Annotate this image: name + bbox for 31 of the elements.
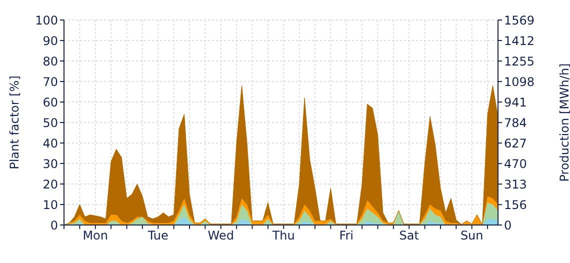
x-tick-label: Tue [146, 228, 168, 243]
y2-tick-label: 0 [504, 218, 512, 232]
x-tick-label: Sat [399, 228, 420, 243]
y-tick-label: 50 [42, 116, 58, 130]
y2-tick-label: 784 [504, 116, 527, 130]
y2-tick-label: 313 [504, 177, 527, 192]
y-tick-label: 40 [42, 136, 58, 150]
y-tick-label: 30 [42, 156, 58, 171]
y2-tick-label: 1569 [504, 13, 535, 28]
y2-tick-label: 1255 [504, 54, 535, 68]
y-tick-label: 70 [42, 74, 58, 89]
y-axis-title: Plant factor [%] [7, 76, 22, 170]
x-tick-label: Fri [339, 228, 354, 243]
y-tick-label: 60 [42, 95, 58, 110]
y2-tick-label: 156 [504, 198, 527, 212]
y2-tick-label: 470 [504, 156, 527, 171]
y-tick-label: 90 [42, 34, 58, 48]
y-tick-label: 20 [42, 177, 58, 192]
x-tick-label: Wed [208, 228, 234, 243]
x-tick-label: Mon [82, 228, 108, 243]
x-tick-label: Thu [271, 228, 295, 243]
y2-tick-label: 941 [504, 95, 527, 110]
y-tick-label: 80 [42, 54, 58, 68]
y2-tick-label: 627 [504, 136, 527, 150]
y-tick-label: 10 [42, 198, 58, 212]
x-tick-label: Sun [460, 228, 484, 243]
y2-tick-label: 1412 [504, 34, 535, 48]
y-tick-label: 0 [50, 218, 58, 232]
y2-axis-title: Production [MWh/h] [557, 63, 570, 182]
y2-tick-label: 1098 [504, 74, 535, 89]
y-tick-label: 100 [35, 13, 58, 28]
